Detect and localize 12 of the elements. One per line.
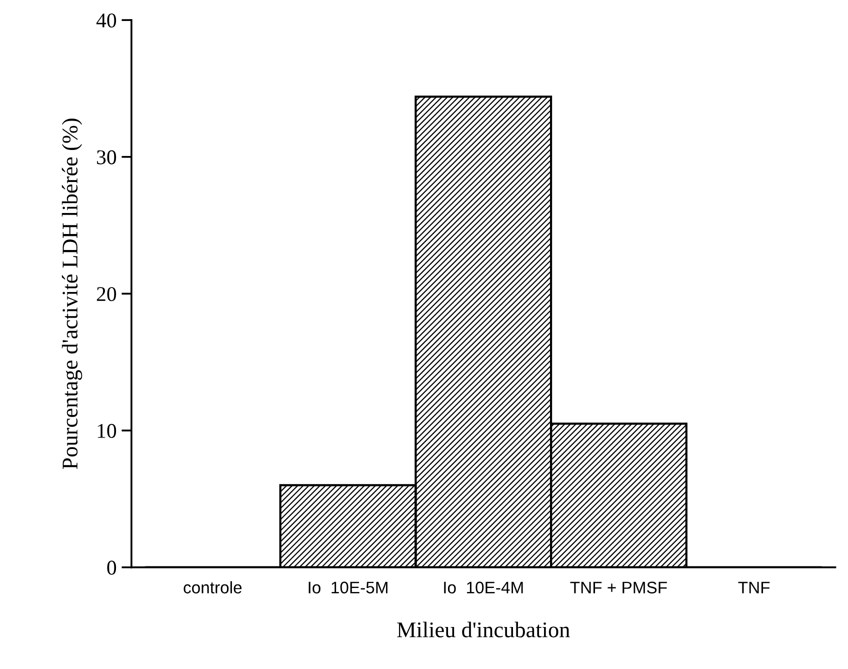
- y-tick-label: 20: [96, 287, 116, 302]
- y-axis-title: Pourcentage d'activité LDH libérée (%): [62, 118, 82, 470]
- x-tick-label: TNF: [738, 582, 770, 594]
- y-tick-label: 0: [107, 560, 116, 575]
- y-tick-label: 30: [97, 150, 116, 164]
- y-tick-label: 40: [96, 13, 116, 28]
- x-tick-label: Io 10E-4M: [444, 582, 523, 594]
- x-tick-label: controle: [184, 581, 242, 594]
- x-tick-label: TNF + PMSF: [570, 582, 667, 594]
- x-axis-title: Milieu d'incubation: [397, 622, 570, 638]
- x-tick-label: Io 10E-5M: [308, 582, 388, 594]
- y-tick-label: 10: [98, 424, 116, 438]
